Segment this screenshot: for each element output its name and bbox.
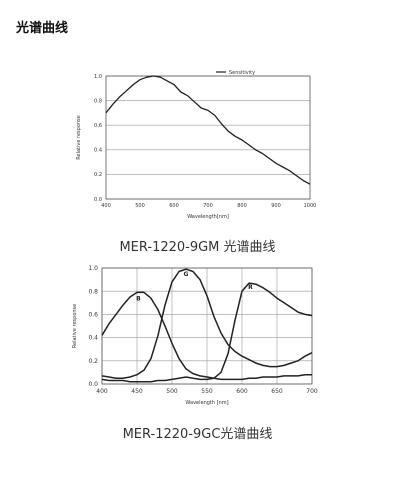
y-tick-label: 0.2 [88,358,98,365]
y-axis-label: Relative response [72,304,78,348]
y-tick-label: 0.8 [94,98,102,104]
series-label-r: R [248,284,253,291]
x-tick-label: 400 [96,388,108,395]
color-chart-caption: MER-1220-9GC光谱曲线 [122,427,273,442]
x-axis-label: Wavelength [nm] [185,400,228,406]
x-tick-label: 700 [306,388,318,395]
series-line-r [101,282,313,383]
x-tick-label: 600 [169,203,179,209]
page-title: 光谱曲线 [16,21,69,36]
x-tick-label: 400 [101,203,111,209]
plot-frame [101,267,313,385]
plot-frame [105,75,311,200]
y-axis-label: Relative response [76,115,82,159]
y-tick-label: 1.0 [94,74,102,80]
x-tick-label: 900 [271,203,281,209]
y-tick-label: 1.0 [88,265,98,272]
x-axis-label: Wavelength[nm] [187,214,229,220]
color-spectral-chart: 400 450 500 550 600 650 700 0.0 0.2 0.4 0.6 0.8 1.0 W… [60,258,330,414]
y-tick-label: 0.8 [88,288,98,295]
x-tick-label: 650 [271,388,283,395]
x-tick-label: 700 [203,203,213,209]
series-label-b: B [136,295,141,302]
mono-spectral-chart: 400 500 600 700 800 900 1000 0.0 0.2 0.4 0.6 0.8 1.0… [60,62,330,227]
y-tick-label: 0.4 [94,148,102,154]
color-spectral-chart-svg: 400 450 500 550 600 650 700 0.0 0.2 0.4 0.6 0.8 1.0 W… [72,265,318,406]
x-tick-label: 800 [237,203,247,209]
series-line-b [101,291,312,381]
x-tick-label: 500 [135,203,145,209]
x-tick-label: 500 [166,388,178,395]
x-tick-label: 550 [201,388,213,395]
x-tick-label: 450 [131,388,143,395]
legend-label-sensitivity: Sensitivity [229,70,255,76]
mono-spectral-chart-svg: 400 500 600 700 800 900 1000 0.0 0.2 0.4 0.6 0.8 1.0… [76,70,317,220]
x-tick-label: 600 [236,388,248,395]
series-line-sensitivity [105,75,311,185]
mono-chart-caption: MER-1220-9GM 光谱曲线 [119,240,276,255]
y-tick-label: 0.6 [88,312,98,319]
series-label-g: G [184,271,189,278]
y-tick-label: 0.6 [94,123,102,129]
y-tick-label: 0.4 [88,335,98,342]
series-line-g [101,268,313,379]
y-tick-label: 0.2 [94,172,102,178]
x-tick-label: 1000 [304,203,317,209]
y-tick-label: 0.0 [88,381,98,388]
y-tick-label: 0.0 [94,197,102,203]
